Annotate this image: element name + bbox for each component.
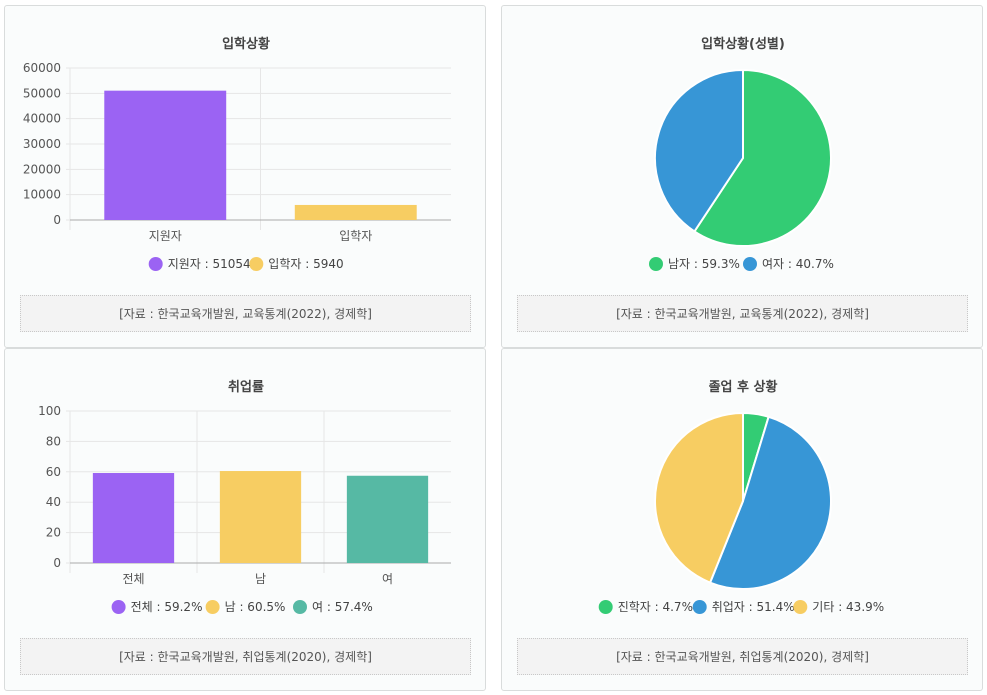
legend-marker-0 [649,257,663,271]
bar-전체 [92,473,175,563]
legend-label-2: 기타 : 43.9% [812,600,884,614]
y-tick-label-0: 0 [53,556,61,570]
legend-marker-1 [205,600,220,614]
y-tick-label-2: 40 [46,495,61,509]
legend-marker-0 [598,600,613,614]
y-tick-label-1: 10000 [23,188,61,202]
bar-여 [346,475,429,563]
bar-지원자 [104,90,227,220]
y-tick-label-0: 0 [53,213,61,227]
y-tick-label-6: 60000 [23,61,61,75]
legend-marker-1 [743,257,757,271]
y-tick-label-4: 40000 [23,112,61,126]
bar-입학자 [294,204,417,220]
pie-chart-admission-gender: 입학상황(성별) 남자 : 59.3% 여자 : 40.7% [649,36,834,271]
y-tick-label-4: 80 [46,434,61,448]
pie-slice-취업자 [708,415,832,590]
legend-label-0: 전체 : 59.2% [131,600,203,614]
legend-label-1: 입학자 : 5940 [268,257,343,271]
bar-남 [219,471,302,563]
y-tick-label-5: 100 [38,404,61,418]
chart-title: 졸업 후 상황 [709,379,778,395]
x-tick-label-0: 전체 [122,572,144,586]
chart-title: 입학상황 [222,36,270,52]
legend-marker-1 [249,257,264,271]
chart-card-admission-gender: 입학상황(성별) 남자 : 59.3% 여자 : 40.7% [자료 : 한국교육개… [501,5,983,348]
pie-slice-남자 [693,68,832,247]
y-tick-label-3: 30000 [23,137,61,151]
y-tick-label-5: 50000 [23,86,61,100]
source-note: [자료 : 한국교육개발원, 취업통계(2020), 경제학] [20,638,471,675]
y-tick-label-3: 60 [46,465,61,479]
x-tick-label-2: 여 [382,572,393,586]
chart-title: 취업률 [228,379,264,395]
legend-marker-0 [111,600,126,614]
x-tick-label-1: 입학자 [339,229,372,243]
legend-label-2: 여 : 57.4% [312,600,373,614]
chart-card-admission: 입학상황 0 10000 20000 30000 40000 50000 60000 지원자 입학… [4,5,486,348]
y-tick-label-2: 20000 [23,162,61,176]
legend-marker-0 [148,257,163,271]
legend-label-0: 진학자 : 4.7% [618,600,693,614]
legend-marker-1 [692,600,707,614]
legend-label-1: 여자 : 40.7% [762,257,834,271]
legend-label-0: 남자 : 59.3% [668,257,740,271]
x-tick-label-1: 남 [255,572,266,586]
chart-title: 입학상황(성별) [701,36,785,52]
pie-slice-기타 [654,411,744,584]
pie-slice-여자 [654,68,744,233]
source-note: [자료 : 한국교육개발원, 취업통계(2020), 경제학] [517,638,968,675]
legend-marker-2 [293,600,307,614]
legend-label-0: 지원자 : 51054 [168,257,251,271]
legend-label-1: 남 : 60.5% [225,600,286,614]
x-tick-label-0: 지원자 [149,229,182,243]
y-tick-label-1: 20 [46,526,61,540]
bar-chart-employment-rate: 취업률 0 20 40 60 80 100 전체 남 여전체 : 59.2% 남 : 60.5% 여 … [38,379,451,614]
legend-label-1: 취업자 : 51.4% [712,600,795,614]
source-note: [자료 : 한국교육개발원, 교육통계(2022), 경제학] [20,295,471,332]
legend-marker-2 [793,600,808,614]
source-note: [자료 : 한국교육개발원, 교육통계(2022), 경제학] [517,295,968,332]
